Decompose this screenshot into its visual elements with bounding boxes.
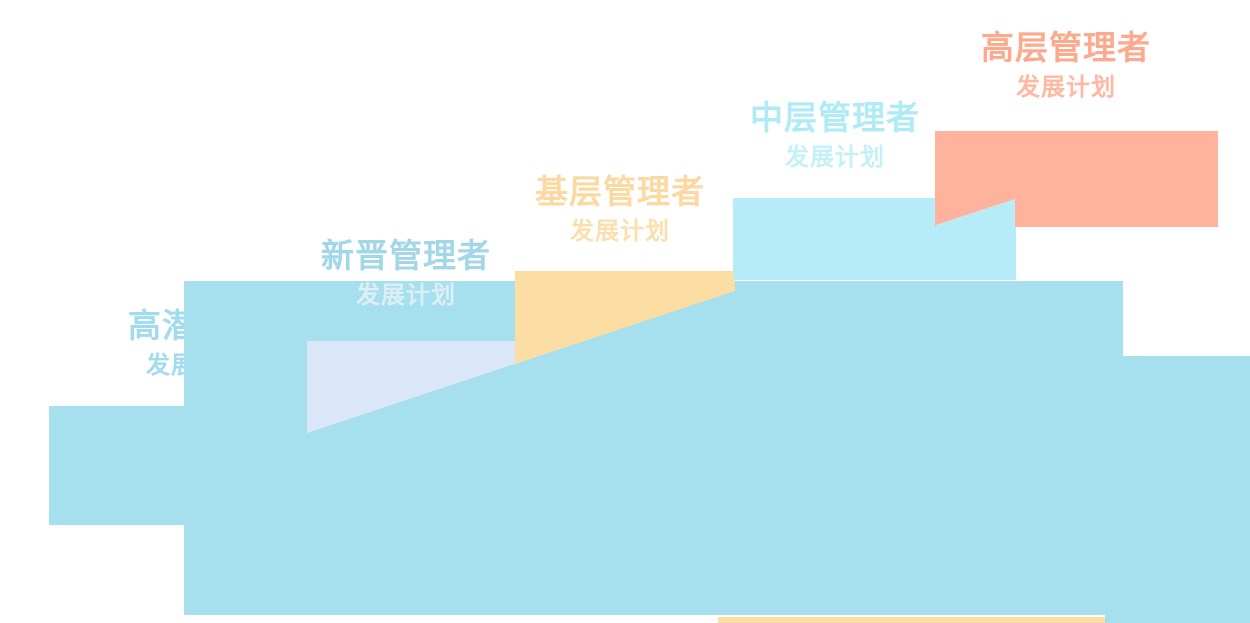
ramp-light-wedge: [307, 341, 584, 433]
bottom-yellow-strip: [718, 617, 1105, 623]
step-5-subtitle: 发展计划: [1016, 73, 1116, 101]
step-3-subtitle: 发展计划: [570, 217, 670, 245]
step-block-3-yellow: [515, 271, 735, 364]
step-4-title: 中层管理者: [750, 98, 920, 137]
diagonal-accent-line: [935, 199, 1016, 227]
step-label-5: 高层管理者 发展计划: [981, 31, 1151, 100]
step-block-2-main-blue: [184, 281, 1123, 615]
step-label-4: 中层管理者 发展计划: [750, 101, 920, 170]
bottom-right-blue-block: [1105, 356, 1250, 623]
step-label-2: 新晋管理者 发展计划: [321, 239, 491, 308]
step-3-title: 基层管理者: [535, 172, 705, 211]
step-4-subtitle: 发展计划: [785, 143, 885, 171]
step-5-title: 高层管理者: [981, 28, 1151, 67]
step-label-3: 基层管理者 发展计划: [535, 175, 705, 244]
step-block-1: [49, 406, 184, 525]
step-2-title: 新晋管理者: [321, 236, 491, 275]
step-2-subtitle: 发展计划: [356, 281, 456, 309]
